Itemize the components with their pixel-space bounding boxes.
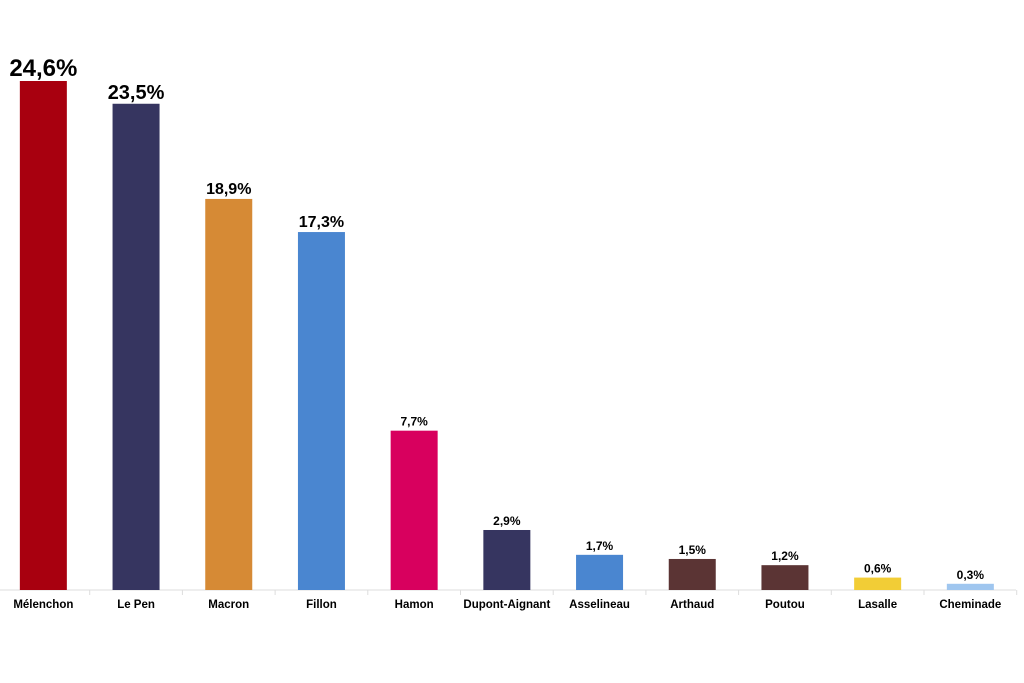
x-tick-label: Poutou: [765, 599, 805, 611]
value-label: 1,5%: [679, 543, 707, 557]
value-label: 2,9%: [493, 514, 521, 528]
bar: [205, 198, 253, 590]
value-label: 1,7%: [586, 539, 614, 553]
x-tick-label: Lasalle: [858, 599, 897, 611]
x-tick-label: Asselineau: [569, 599, 630, 611]
value-label: 18,9%: [206, 181, 251, 198]
x-tick-label: Cheminade: [939, 599, 1001, 611]
value-label: 17,3%: [299, 214, 344, 231]
bar: [390, 430, 438, 590]
x-tick-label: Macron: [208, 599, 249, 611]
x-tick-label: Mélenchon: [13, 599, 73, 611]
bar: [112, 103, 160, 590]
bar: [761, 565, 809, 590]
x-tick-label: Dupont-Aignant: [463, 599, 550, 611]
x-tick-label: Hamon: [395, 599, 434, 611]
x-tick-label: Fillon: [306, 599, 337, 611]
x-tick-label: Le Pen: [117, 599, 155, 611]
bar: [483, 529, 531, 590]
bar: [19, 81, 67, 590]
value-label: 23,5%: [108, 82, 165, 104]
bar: [946, 583, 994, 590]
x-tick-label: Arthaud: [670, 599, 714, 611]
value-label: 24,6%: [9, 55, 77, 82]
value-label: 0,3%: [957, 568, 985, 582]
value-label: 0,6%: [864, 562, 892, 576]
value-label: 7,7%: [400, 415, 428, 429]
bar: [576, 554, 624, 590]
bar: [297, 232, 345, 590]
bar: [668, 558, 716, 590]
bar: [854, 577, 902, 590]
value-label: 1,2%: [771, 549, 799, 563]
